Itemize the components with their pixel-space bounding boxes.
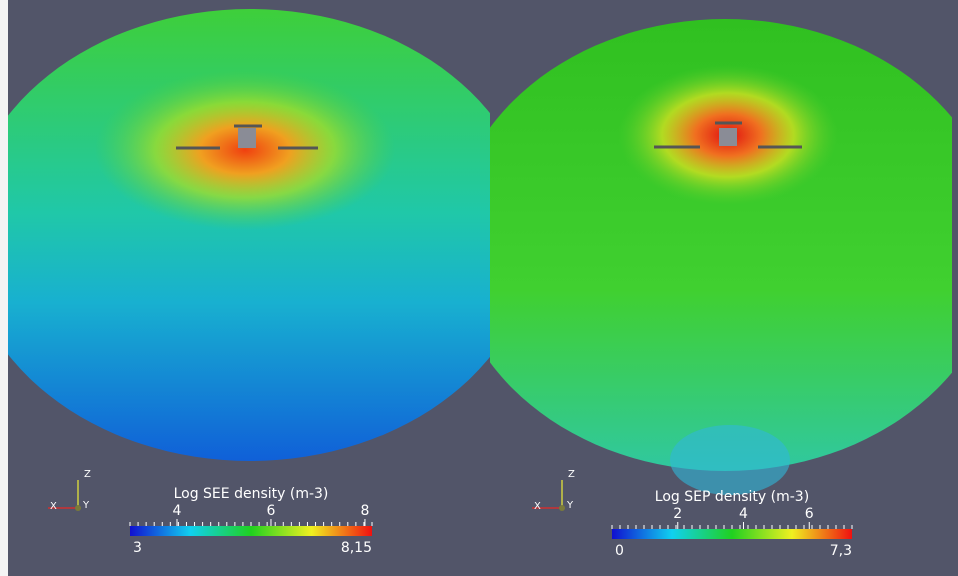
- window-edge: [0, 0, 8, 576]
- tick-label: 4: [173, 503, 182, 519]
- axis-y-label: Y: [82, 500, 90, 511]
- axis-x-label: X: [50, 501, 57, 512]
- range-max-label: 7,3: [830, 543, 852, 559]
- axis-x-label: X: [534, 501, 541, 512]
- axis-y-label: Y: [566, 500, 574, 511]
- axis-z-label: Z: [568, 469, 575, 480]
- tick-label: 2: [673, 506, 682, 522]
- colorbar: [130, 526, 372, 536]
- tick-label: 4: [739, 506, 748, 522]
- axis-z-label: Z: [84, 469, 91, 480]
- left-render: [8, 9, 490, 461]
- colorbar-title: Log SEE density (m-3): [174, 486, 329, 502]
- tick-label: 8: [360, 503, 369, 519]
- right-render: [490, 19, 952, 495]
- tick-label: 6: [267, 503, 276, 519]
- range-max-label: 8,15: [341, 540, 372, 556]
- axis-origin: [559, 505, 565, 511]
- range-min-label: 0: [615, 543, 624, 559]
- colorbar: [612, 529, 852, 539]
- axis-origin: [75, 505, 81, 511]
- colorbar-title: Log SEP density (m-3): [655, 489, 809, 505]
- tick-label: 6: [805, 506, 814, 522]
- range-min-label: 3: [133, 540, 142, 556]
